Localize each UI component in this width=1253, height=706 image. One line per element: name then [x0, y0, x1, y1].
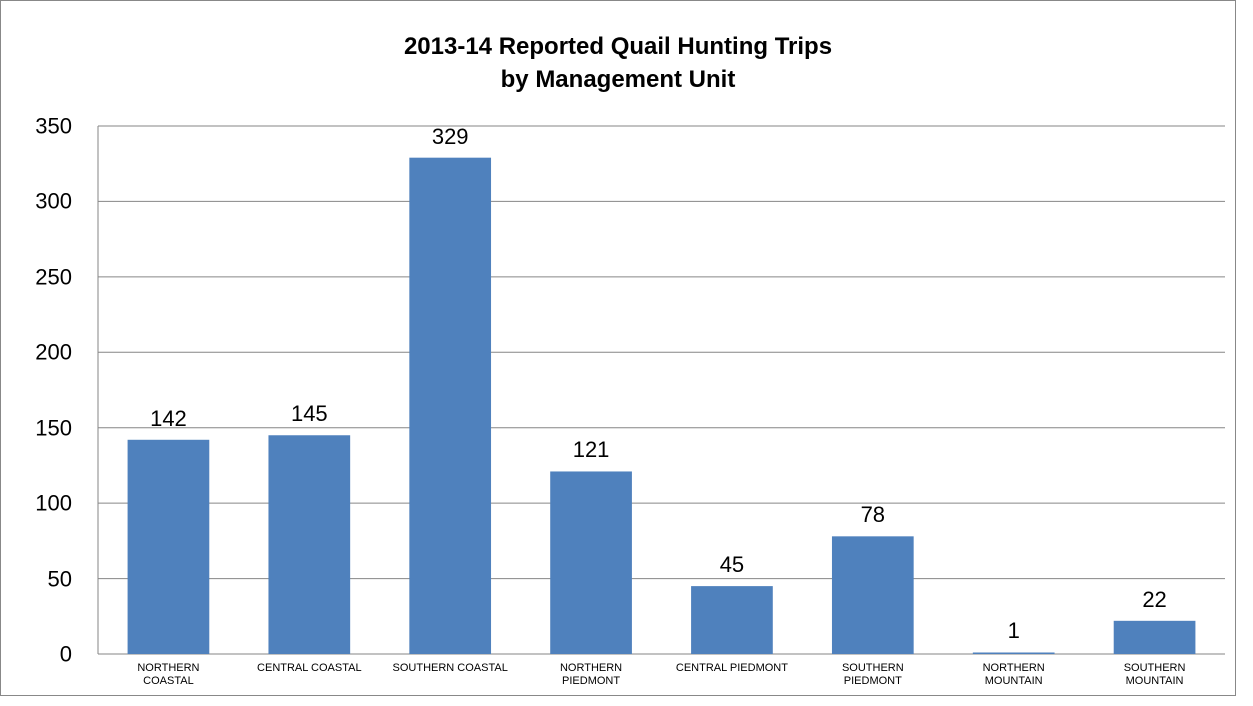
- data-label: 329: [431, 123, 469, 149]
- y-tick-label: 200: [35, 339, 72, 365]
- data-label: 78: [860, 502, 886, 528]
- x-tick-label: CENTRAL PIEDMONT: [675, 662, 788, 674]
- data-label: 45: [719, 552, 745, 578]
- x-tick-label: SOUTHERN MOUNTAIN: [1123, 662, 1186, 687]
- x-tick-label: NORTHERN PIEDMONT: [559, 662, 623, 687]
- x-tick-label: NORTHERN COASTAL: [137, 662, 200, 687]
- bar: [550, 471, 632, 654]
- data-label: 142: [150, 405, 187, 431]
- bar: [972, 652, 1055, 654]
- bar: [127, 439, 210, 654]
- bar: [691, 586, 773, 654]
- bar: [831, 536, 914, 654]
- y-tick-label: 250: [35, 264, 72, 290]
- y-tick-label: 300: [35, 188, 72, 214]
- chart-title: 2013-14 Reported Quail Hunting Trips by …: [403, 33, 833, 93]
- data-label: 145: [290, 401, 328, 427]
- x-tick-label: NORTHERN MOUNTAIN: [982, 662, 1045, 687]
- data-label: 22: [1142, 586, 1167, 612]
- bar: [1113, 620, 1196, 654]
- bar: [409, 157, 492, 654]
- y-tick-label: 0: [59, 641, 72, 667]
- x-tick-label: SOUTHERN PIEDMONT: [841, 662, 904, 687]
- data-label: 121: [572, 437, 610, 463]
- data-label: 1: [1007, 618, 1020, 644]
- y-tick-label: 350: [35, 113, 72, 139]
- x-tick-label: SOUTHERN COASTAL: [392, 662, 508, 674]
- y-tick-label: 100: [35, 490, 72, 516]
- y-tick-label: 50: [47, 565, 72, 591]
- y-tick-label: 150: [35, 415, 72, 441]
- chart-border: [0, 0, 1236, 696]
- bar: [268, 435, 351, 654]
- x-tick-label: CENTRAL COASTAL: [257, 662, 362, 674]
